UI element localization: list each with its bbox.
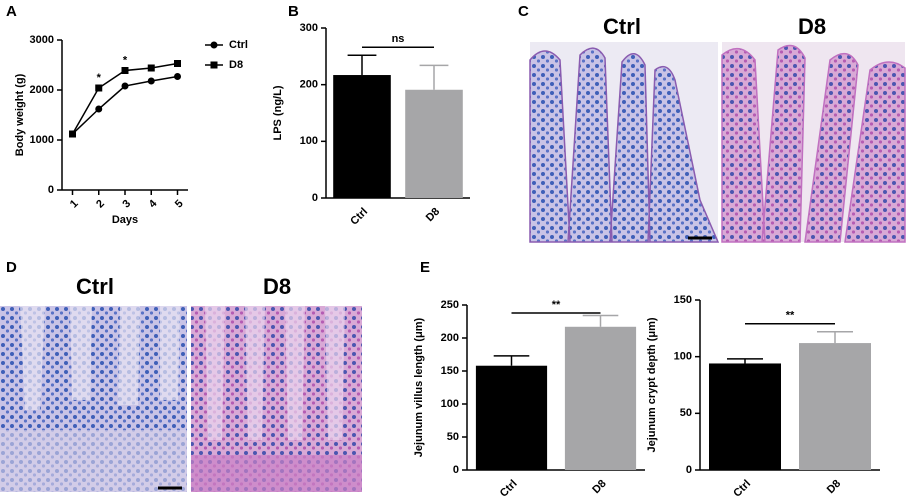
bar [564, 326, 637, 470]
y-tick-label: 1000 [30, 134, 54, 146]
marker [95, 105, 103, 113]
annotation: ** [786, 310, 795, 322]
legend-label: D8 [229, 59, 243, 71]
y-tick-label: 200 [300, 79, 318, 91]
y-tick-label: 0 [686, 464, 692, 476]
y-tick-label: 50 [447, 431, 459, 443]
image-label: Ctrl [603, 14, 641, 39]
x-tick-label: 1 [68, 198, 81, 211]
y-tick-label: 100 [300, 135, 318, 147]
y-axis-label: Jejunum villus length (μm) [413, 317, 425, 457]
panel-label: E [420, 259, 430, 276]
panel-label: D [6, 259, 17, 276]
marker [69, 130, 76, 138]
bar [799, 343, 871, 470]
x-tick-label: Ctrl [731, 478, 753, 500]
annotation: * [123, 54, 128, 66]
y-tick-label: 2000 [30, 84, 54, 96]
panel-label: C [518, 3, 529, 20]
marker [95, 84, 103, 92]
series-line [71, 62, 178, 135]
x-tick-label: 5 [173, 198, 186, 211]
histology-image [0, 306, 187, 492]
panel-label: B [288, 3, 299, 20]
x-tick-label: 2 [94, 198, 107, 211]
marker [174, 60, 181, 67]
y-tick-label: 0 [453, 464, 459, 476]
marker [210, 61, 218, 69]
legend-label: Ctrl [229, 39, 248, 51]
marker [147, 77, 155, 85]
y-tick-label: 0 [48, 184, 54, 196]
annotation: ** [552, 299, 561, 311]
y-tick-label: 300 [300, 22, 318, 34]
x-tick-label: 4 [147, 197, 160, 210]
y-axis-label: Body weight (g) [14, 73, 26, 156]
bar [333, 75, 391, 198]
marker [121, 67, 129, 74]
image-label: D8 [263, 274, 291, 299]
y-tick-label: 250 [441, 299, 459, 311]
histology-image [191, 306, 362, 492]
y-tick-label: 0 [312, 192, 318, 204]
y-tick-label: 50 [680, 407, 692, 419]
marker [210, 41, 218, 49]
y-tick-label: 150 [441, 365, 459, 377]
y-axis-label: Jejunum crypt depth (μm) [646, 317, 658, 452]
marker [147, 64, 155, 72]
y-axis-label: LPS (ng/L) [272, 85, 284, 140]
x-tick-label: Ctrl [348, 206, 370, 228]
x-tick-label: D8 [590, 478, 608, 496]
y-tick-label: 200 [441, 332, 459, 344]
x-axis-label: Days [112, 214, 138, 226]
annotation: * [97, 72, 102, 84]
bar [709, 363, 781, 470]
marker [121, 82, 129, 90]
histology-image [529, 42, 720, 243]
y-tick-label: 100 [674, 351, 692, 363]
image-label: Ctrl [76, 274, 114, 299]
bar [405, 89, 463, 198]
x-tick-label: D8 [825, 478, 843, 496]
marker [174, 73, 181, 80]
x-tick-label: Ctrl [498, 478, 520, 500]
histology-image [721, 42, 906, 243]
panel-label: A [6, 3, 17, 20]
annotation: ns [392, 33, 405, 45]
y-tick-label: 150 [674, 294, 692, 306]
image-label: D8 [798, 14, 826, 39]
bar [475, 365, 548, 470]
y-tick-label: 3000 [30, 34, 54, 46]
x-tick-label: 3 [120, 198, 133, 211]
y-tick-label: 100 [441, 398, 459, 410]
x-tick-label: D8 [424, 206, 442, 224]
